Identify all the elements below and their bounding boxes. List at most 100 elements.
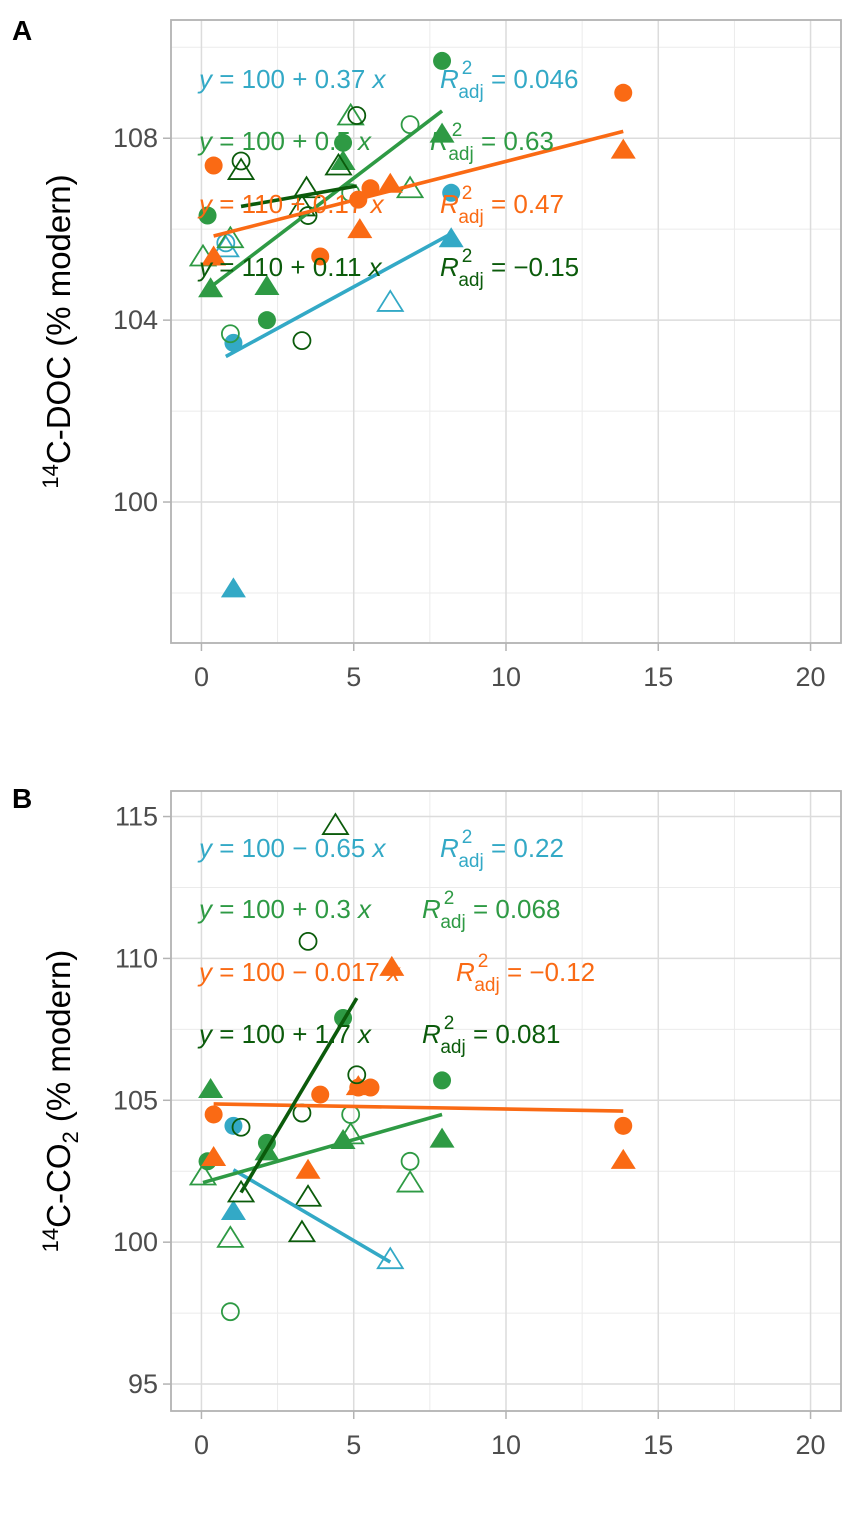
equation-text: y = 100 − 0.017 x [197, 957, 401, 987]
r2-text: R 2 adj = −0.15 [440, 246, 579, 291]
equation-green: y = 100 + 0.5 x R 2 adj = 0.63 [197, 120, 554, 165]
y-tick-label: 100 [113, 487, 158, 517]
point-green-filled-circle [334, 133, 353, 152]
data-layer [188, 51, 636, 598]
r2-symbol: R [456, 957, 475, 987]
equation-orange: y = 110 + 0.17 x R 2 adj = 0.47 [197, 183, 564, 228]
eq-equals: = [212, 894, 242, 924]
x-tick-label: 20 [796, 662, 826, 692]
equation-darkgreen: y = 110 + 0.11 x R 2 adj = −0.15 [197, 246, 579, 291]
x-tick-label: 10 [491, 662, 521, 692]
eq-intercept: 100 [242, 1019, 285, 1049]
equation-darkgreen: y = 100 + 1.7 x R 2 adj = 0.081 [197, 1013, 560, 1058]
eq-intercept: 110 [242, 252, 283, 282]
point-orange-filled-triangle [379, 955, 405, 976]
equation-cyan: y = 100 − 0.65 x R 2 adj = 0.22 [197, 827, 564, 872]
point-green-filled-triangle [198, 1077, 224, 1098]
equation-text: y = 100 + 1.7 x [197, 1019, 372, 1049]
point-darkgreen-open-circle [231, 1117, 251, 1137]
eq-intercept: 100 [242, 833, 285, 863]
y-axis-title: 14C-DOC (% modern) [38, 174, 77, 488]
eq-intercept: 100 [242, 64, 285, 94]
y-axis-title-subscript: 2 [58, 1131, 83, 1143]
r2-value: −0.12 [529, 957, 595, 987]
eq-sign: + [283, 252, 313, 282]
equation-text: y = 110 + 0.11 x [197, 252, 383, 282]
y-tick-label: 95 [128, 1369, 158, 1399]
eq-sign: − [285, 957, 315, 987]
r2-symbol: R [440, 64, 459, 94]
eq-sign: + [283, 189, 313, 219]
x-tick-label: 20 [796, 1430, 826, 1460]
r2-superscript: 2 [462, 183, 473, 204]
eq-intercept: 100 [242, 126, 285, 156]
point-orange-filled-circle [361, 179, 380, 198]
point-orange-filled-circle [204, 1105, 223, 1124]
r2-symbol: R [440, 833, 459, 863]
eq-equals: = [212, 64, 242, 94]
point-green-filled-triangle [429, 122, 455, 143]
point-cyan-filled-triangle [220, 1199, 246, 1220]
regression-line-orange [213, 129, 624, 238]
eq-equals: = [212, 1019, 242, 1049]
eq-equals: = [212, 833, 242, 863]
eq-x-var: x [351, 894, 372, 924]
x-tick-label: 10 [491, 1430, 521, 1460]
x-tick-label: 15 [643, 1430, 673, 1460]
r2-subscript: adj [448, 144, 473, 165]
eq-x-var: x [361, 252, 382, 282]
point-green-filled-triangle [330, 149, 356, 170]
point-darkgreen-open-triangle [321, 812, 350, 835]
panel-letter: B [12, 783, 32, 814]
point-green-open-circle [400, 1151, 420, 1171]
y-tick-label: 104 [113, 305, 158, 335]
point-orange-filled-circle [311, 247, 330, 266]
r2-equals: = [484, 189, 514, 219]
eq-x-var: x [380, 957, 401, 987]
point-darkgreen-open-circle [347, 1065, 367, 1085]
regression-line-cyan [232, 1168, 392, 1264]
point-darkgreen-open-triangle [226, 157, 256, 180]
equation-green: y = 100 + 0.3 x R 2 adj = 0.068 [197, 888, 560, 933]
equation-text: y = 100 + 0.37 x [197, 64, 387, 94]
r2-value: 0.63 [503, 126, 554, 156]
point-green-open-triangle [216, 225, 245, 249]
panel-a: 100 104 108 0 5 10 15 20 A 14C-DOC (% modern) y = … [12, 15, 842, 692]
point-darkgreen-open-triangle [287, 1219, 317, 1243]
point-orange-filled-triangle [201, 245, 227, 266]
point-cyan-filled-triangle [220, 577, 246, 598]
point-cyan-open-triangle [376, 289, 405, 312]
r2-equals: = [466, 894, 496, 924]
r2-equals: = [484, 252, 514, 282]
point-orange-filled-circle [311, 1085, 330, 1104]
r2-subscript: adj [458, 82, 483, 103]
equation-orange: y = 100 − 0.017 x R 2 adj = −0.12 [197, 951, 595, 996]
r2-text: R 2 adj = 0.081 [422, 1013, 560, 1058]
r2-text: R 2 adj = 0.068 [422, 888, 560, 933]
point-green-open-triangle [188, 1162, 218, 1186]
r2-equals: = [500, 957, 530, 987]
eq-sign: + [285, 894, 315, 924]
y-axis-title-text: C-DOC (% modern) [40, 174, 77, 464]
eq-equals: = [212, 957, 242, 987]
point-orange-filled-circle [614, 83, 633, 102]
point-darkgreen-open-triangle [293, 1184, 323, 1207]
r2-subscript: adj [474, 975, 499, 996]
eq-slope: 0.017 [315, 957, 380, 987]
r2-equals: = [474, 126, 504, 156]
r2-symbol: R [422, 894, 441, 924]
r2-subscript: adj [458, 207, 483, 228]
y-tick-label: 115 [115, 802, 158, 832]
y-axis-title-text: (% modern) [40, 950, 77, 1132]
regression-line-darkgreen [240, 184, 358, 209]
regression-line-orange [213, 1102, 624, 1113]
equation-cyan: y = 100 + 0.37 x R 2 adj = 0.046 [197, 58, 578, 103]
panel-letter: A [12, 15, 32, 46]
r2-value: 0.046 [513, 64, 578, 94]
y-tick-label: 110 [115, 943, 158, 973]
eq-y-var: y [197, 894, 214, 924]
r2-value: −0.15 [513, 252, 579, 282]
r2-value: 0.47 [513, 189, 564, 219]
point-orange-filled-triangle [347, 218, 373, 239]
